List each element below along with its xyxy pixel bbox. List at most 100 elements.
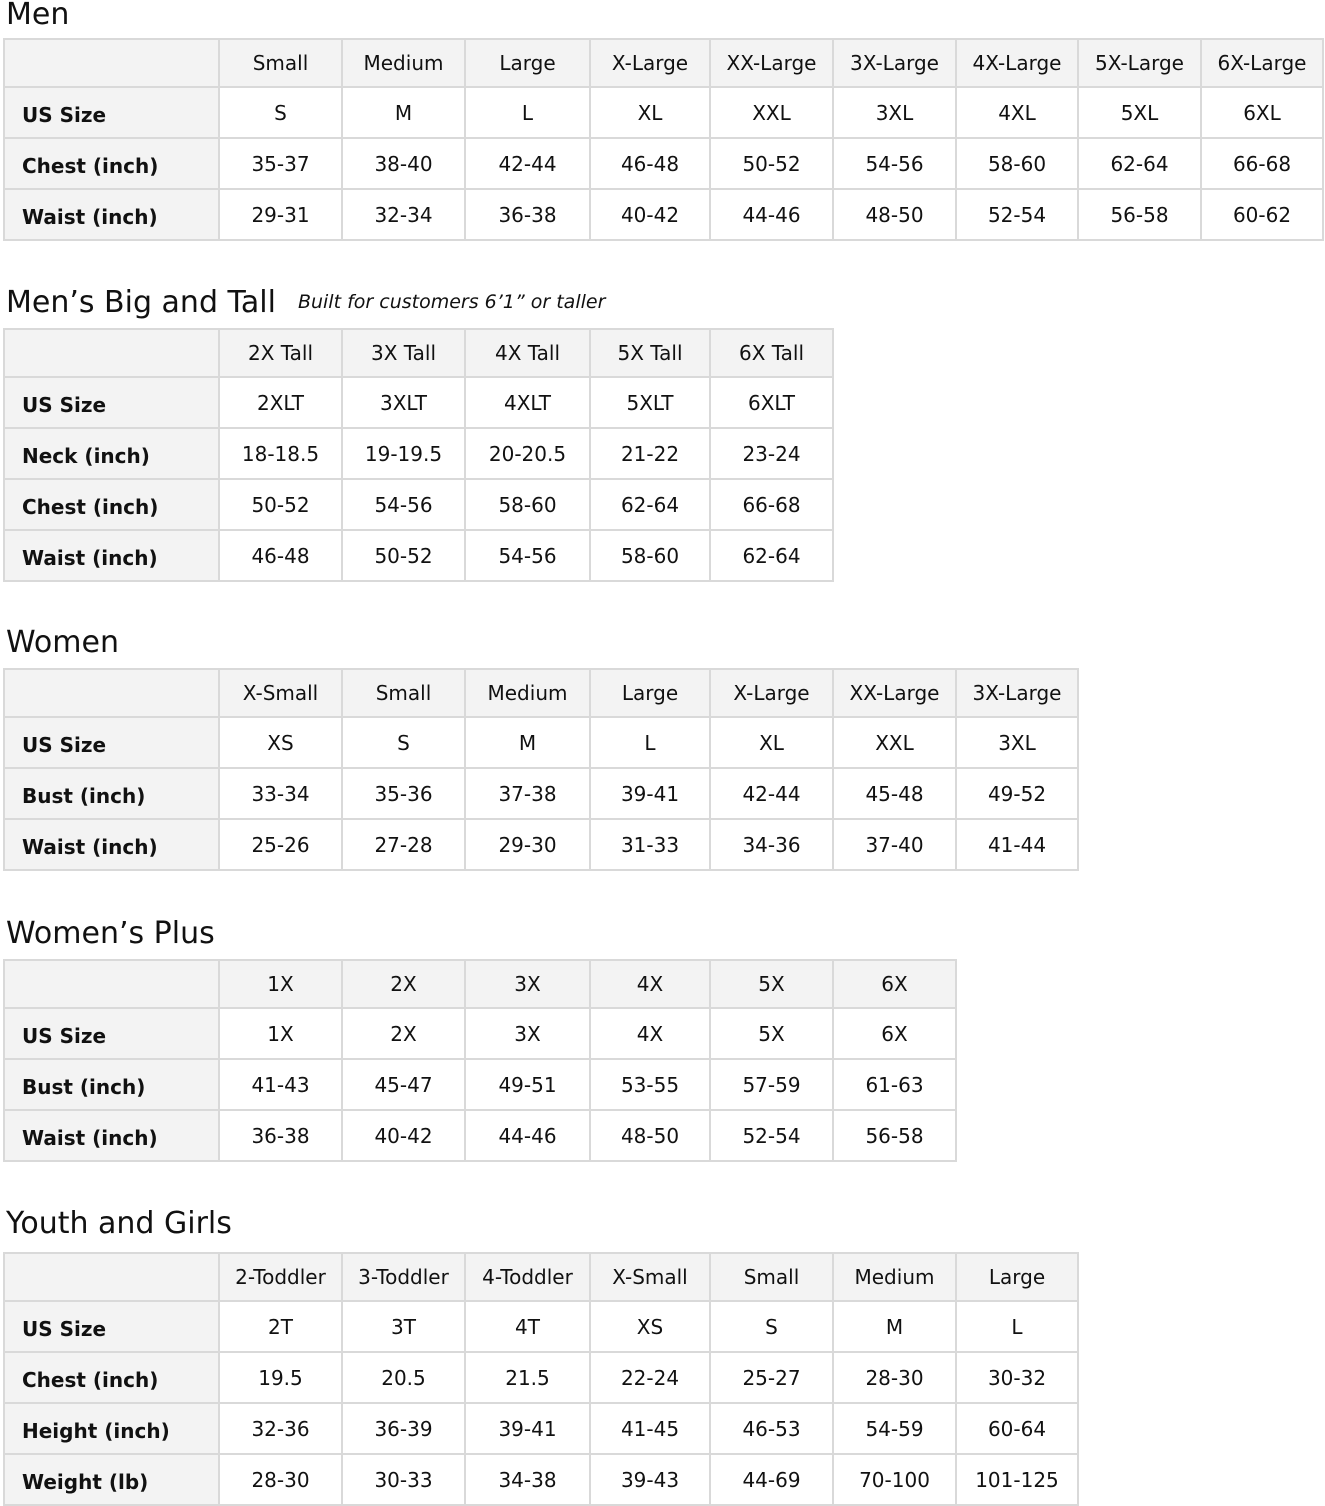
row-label: Bust (inch) (3, 1058, 220, 1111)
table-cell: 54-56 (464, 529, 591, 582)
table-cell: 101-125 (955, 1453, 1079, 1506)
corner-cell (3, 328, 220, 378)
column-header: 5X (709, 959, 834, 1009)
table-cell: 53-55 (589, 1058, 711, 1111)
table-cell: 19-19.5 (341, 427, 466, 480)
table-cell: 3T (341, 1300, 466, 1353)
table-cell: 42-44 (464, 137, 591, 190)
table-cell: 28-30 (832, 1351, 957, 1404)
row-label: Chest (inch) (3, 478, 220, 531)
table-cell: 20.5 (341, 1351, 466, 1404)
table-cell: 62-64 (709, 529, 834, 582)
column-header: X-Small (589, 1252, 711, 1302)
table-cell: XL (709, 716, 834, 769)
table-row: Height (inch) 32-36 36-39 39-41 41-45 46-53 54… (3, 1402, 1079, 1455)
column-header: 2X (341, 959, 466, 1009)
column-header: 4-Toddler (464, 1252, 591, 1302)
column-header: Large (955, 1252, 1079, 1302)
table-cell: 48-50 (832, 188, 957, 241)
row-label: Chest (inch) (3, 1351, 220, 1404)
table-cell: 52-54 (955, 188, 1079, 241)
table-cell: 29-30 (464, 818, 591, 871)
table-cell: 35-36 (341, 767, 466, 820)
table-cell: 34-38 (464, 1453, 591, 1506)
size-table-women-s-plus: 1X 2X 3X 4X 5X 6X US Size 1X 2X 3X 4X 5X 6X Bust (inc… (3, 959, 957, 1162)
table-cell: M (341, 86, 466, 139)
table-cell: XXL (709, 86, 834, 139)
column-header: XX-Large (832, 668, 957, 718)
table-cell: 56-58 (1077, 188, 1202, 241)
table-cell: 28-30 (218, 1453, 343, 1506)
row-label: US Size (3, 1300, 220, 1353)
table-cell: 60-64 (955, 1402, 1079, 1455)
table-cell: 36-38 (464, 188, 591, 241)
table-row: US Size 2T 3T 4T XS S M L (3, 1300, 1079, 1353)
table-cell: 52-54 (709, 1109, 834, 1162)
table-cell: 6XL (1200, 86, 1324, 139)
table-cell: 1X (218, 1007, 343, 1060)
table-cell: 32-34 (341, 188, 466, 241)
table-cell: 40-42 (589, 188, 711, 241)
table-cell: 21.5 (464, 1351, 591, 1404)
column-header: 3X-Large (832, 38, 957, 88)
table-cell: 21-22 (589, 427, 711, 480)
row-label: Waist (inch) (3, 188, 220, 241)
table-cell: 32-36 (218, 1402, 343, 1455)
size-table-youth-and-girls: 2-Toddler 3-Toddler 4-Toddler X-Small Small M… (3, 1252, 1079, 1506)
corner-cell (3, 1252, 220, 1302)
column-header: Small (709, 1252, 834, 1302)
table-cell: 3X (464, 1007, 591, 1060)
table-cell: S (218, 86, 343, 139)
table-cell: 5XLT (589, 376, 711, 429)
header-row: Small Medium Large X-Large XX-Large 3X-Large 4… (3, 38, 1324, 88)
table-cell: 54-56 (832, 137, 957, 190)
column-header: Medium (832, 1252, 957, 1302)
table-cell: 49-52 (955, 767, 1079, 820)
section-title-men: Men (6, 0, 69, 30)
row-label: US Size (3, 86, 220, 139)
table-cell: 3XL (832, 86, 957, 139)
table-row: Waist (inch) 25-26 27-28 29-30 31-33 34-36 37-… (3, 818, 1079, 871)
table-cell: 6X (832, 1007, 957, 1060)
table-cell: 6XLT (709, 376, 834, 429)
header-row: 2X Tall 3X Tall 4X Tall 5X Tall 6X Tall (3, 328, 834, 378)
section-title-text: Women’s Plus (6, 916, 215, 951)
table-cell: L (955, 1300, 1079, 1353)
section-title-women: Women (6, 628, 119, 658)
column-header: 3X Tall (341, 328, 466, 378)
table-cell: 44-69 (709, 1453, 834, 1506)
column-header: 4X (589, 959, 711, 1009)
column-header: 2-Toddler (218, 1252, 343, 1302)
table-cell: XXL (832, 716, 957, 769)
row-label: Chest (inch) (3, 137, 220, 190)
table-cell: M (464, 716, 591, 769)
column-header: 3X-Large (955, 668, 1079, 718)
table-cell: 58-60 (464, 478, 591, 531)
table-cell: 2X (341, 1007, 466, 1060)
table-cell: 66-68 (709, 478, 834, 531)
table-row: Neck (inch) 18-18.5 19-19.5 20-20.5 21-22 23-… (3, 427, 834, 480)
table-cell: 45-48 (832, 767, 957, 820)
column-header: 4X Tall (464, 328, 591, 378)
table-cell: S (341, 716, 466, 769)
table-cell: 5XL (1077, 86, 1202, 139)
section-subtitle: Built for customers 6’1” or taller (297, 291, 606, 313)
row-label: Height (inch) (3, 1402, 220, 1455)
table-cell: 30-32 (955, 1351, 1079, 1404)
row-label: Bust (inch) (3, 767, 220, 820)
column-header: 6X Tall (709, 328, 834, 378)
corner-cell (3, 668, 220, 718)
column-header: X-Small (218, 668, 343, 718)
table-cell: 60-62 (1200, 188, 1324, 241)
table-cell: 50-52 (218, 478, 343, 531)
column-header: Medium (341, 38, 466, 88)
table-cell: 4X (589, 1007, 711, 1060)
row-label: Weight (lb) (3, 1453, 220, 1506)
table-cell: S (709, 1300, 834, 1353)
table-cell: 41-43 (218, 1058, 343, 1111)
section-title-text: Men (6, 0, 70, 32)
table-row: Bust (inch) 33-34 35-36 37-38 39-41 42-44 45-4… (3, 767, 1079, 820)
table-cell: 25-27 (709, 1351, 834, 1404)
column-header: 3-Toddler (341, 1252, 466, 1302)
table-cell: 33-34 (218, 767, 343, 820)
